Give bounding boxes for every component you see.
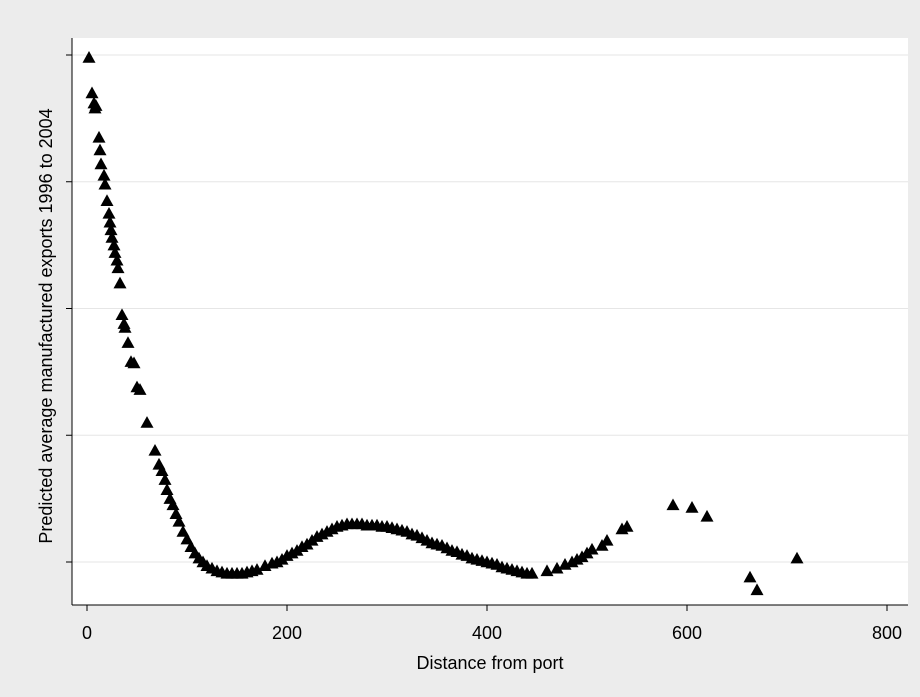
data-point — [115, 308, 129, 321]
data-point — [92, 130, 106, 143]
x-tick-label: 200 — [272, 623, 302, 643]
data-point — [82, 51, 96, 63]
data-point — [700, 509, 714, 522]
data-point — [127, 356, 141, 369]
y-axis-title: Predicted average manufactured exports 1… — [36, 108, 56, 543]
data-point — [743, 570, 757, 583]
data-point — [89, 99, 103, 111]
data-point — [166, 498, 180, 511]
x-tick-label: 0 — [82, 623, 92, 643]
data-point — [666, 498, 680, 511]
data-point — [550, 561, 564, 574]
data-point — [85, 86, 99, 99]
data-point — [100, 194, 114, 206]
data-point — [155, 464, 169, 476]
data-points — [82, 51, 804, 596]
data-point — [600, 533, 614, 546]
data-point — [94, 157, 108, 170]
axis-ticks: 0 200 400 600 800 — [66, 54, 902, 643]
data-point — [525, 566, 539, 579]
data-point — [102, 206, 116, 219]
data-point — [685, 500, 699, 513]
data-point — [110, 253, 124, 266]
plot-area — [72, 38, 908, 605]
data-point — [148, 443, 162, 456]
data-point — [108, 246, 122, 258]
data-point — [111, 261, 125, 274]
data-point — [93, 143, 107, 156]
grid-lines — [72, 54, 908, 563]
x-tick-label: 400 — [472, 623, 502, 643]
data-point — [103, 215, 117, 228]
data-point — [97, 168, 111, 181]
data-point — [121, 336, 135, 348]
data-point — [180, 532, 194, 545]
data-point — [620, 520, 634, 532]
data-point — [105, 231, 119, 243]
data-point — [118, 321, 132, 333]
data-point — [140, 416, 154, 428]
data-point — [540, 564, 554, 577]
data-point — [790, 551, 804, 564]
data-point — [176, 525, 190, 537]
data-point — [107, 238, 121, 251]
axes — [71, 38, 908, 606]
data-point — [98, 177, 112, 190]
data-point — [104, 223, 118, 236]
data-point — [133, 383, 147, 395]
x-tick-label: 800 — [872, 623, 902, 643]
data-point — [158, 473, 172, 485]
data-point — [113, 276, 127, 289]
data-point — [172, 514, 186, 527]
data-point — [160, 483, 174, 495]
data-point — [750, 583, 764, 596]
x-tick-label: 600 — [672, 623, 702, 643]
data-point — [585, 542, 599, 555]
x-axis-title: Distance from port — [416, 653, 563, 673]
data-point — [250, 563, 264, 575]
